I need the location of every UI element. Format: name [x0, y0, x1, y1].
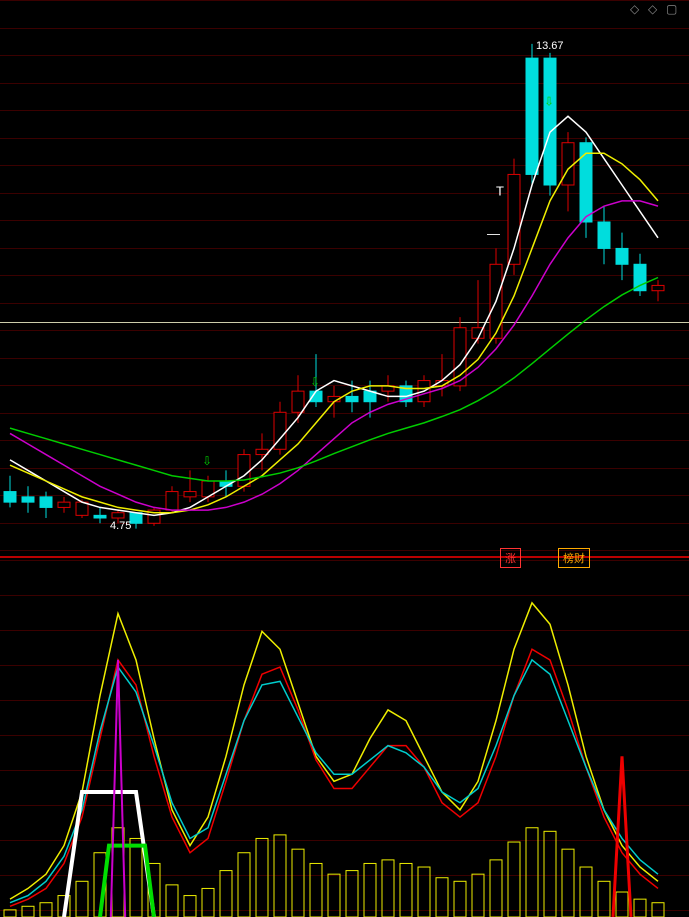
- indicator-bar: [40, 903, 52, 917]
- indicator-bar: [418, 867, 430, 917]
- indicator-bar: [436, 878, 448, 917]
- price-low-label: 4.75: [110, 520, 131, 532]
- indicator-bar: [238, 853, 250, 917]
- candle[interactable]: [40, 497, 52, 508]
- indicator-bar: [472, 874, 484, 917]
- indicator-bar: [274, 835, 286, 917]
- indicator-bar: [562, 849, 574, 917]
- indicator-bar: [202, 888, 214, 917]
- candle[interactable]: [166, 492, 178, 511]
- price-svg: ⇩ ⇩ ⇩ T —: [0, 0, 689, 555]
- indicator-bar: [4, 910, 16, 917]
- toolbar-icon-0[interactable]: ◇: [630, 2, 639, 16]
- indicator-bar: [364, 863, 376, 917]
- indicator-panel[interactable]: [0, 560, 689, 917]
- candle[interactable]: [238, 455, 250, 487]
- badge-0[interactable]: 涨: [500, 548, 521, 568]
- indicator-bar: [454, 881, 466, 917]
- candle[interactable]: [634, 264, 646, 290]
- candle[interactable]: [598, 222, 610, 248]
- candle[interactable]: [94, 515, 106, 518]
- marker-t: T: [496, 184, 504, 199]
- indicator-bar: [292, 849, 304, 917]
- candle[interactable]: [22, 497, 34, 502]
- signal-arrow-down: ⇩: [544, 95, 554, 109]
- candle[interactable]: [580, 143, 592, 222]
- price-high-label: 13.67: [536, 40, 564, 52]
- indicator-bar: [76, 881, 88, 917]
- badge-1[interactable]: 榜财: [558, 548, 590, 568]
- marker-dash: —: [487, 226, 500, 241]
- signal-arrow-down: ⇩: [202, 454, 212, 468]
- indicator-bar: [382, 860, 394, 917]
- indicator-bar: [310, 863, 322, 917]
- candle[interactable]: [112, 513, 124, 518]
- indicator-svg: [0, 560, 689, 917]
- candle[interactable]: [346, 396, 358, 401]
- candle[interactable]: [616, 248, 628, 264]
- indicator-bar: [634, 899, 646, 917]
- candle[interactable]: [544, 58, 556, 185]
- indicator-bar: [616, 892, 628, 917]
- indicator-bar: [580, 867, 592, 917]
- indicator-bar: [598, 881, 610, 917]
- indicator-bar: [490, 860, 502, 917]
- indicator-bar: [508, 842, 520, 917]
- candle[interactable]: [526, 58, 538, 174]
- price-panel[interactable]: ⇩ ⇩ ⇩ T — 13.67 4.75: [0, 0, 689, 555]
- candle[interactable]: [562, 143, 574, 185]
- indicator-bar: [328, 874, 340, 917]
- indicator-bar: [130, 838, 142, 917]
- candle[interactable]: [184, 492, 196, 497]
- indicator-bar: [256, 838, 268, 917]
- indicator-bar: [346, 871, 358, 917]
- candle[interactable]: [4, 492, 16, 503]
- indicator-bar: [166, 885, 178, 917]
- indicator-bar: [652, 903, 664, 917]
- candle[interactable]: [652, 285, 664, 290]
- candle[interactable]: [130, 513, 142, 524]
- toolbar-icon-2[interactable]: ▢: [666, 2, 677, 16]
- indicator-bar: [400, 863, 412, 917]
- indicator-bar: [526, 828, 538, 917]
- candle[interactable]: [292, 391, 304, 412]
- indicator-bar: [184, 896, 196, 917]
- indicator-bar: [544, 831, 556, 917]
- candle[interactable]: [508, 174, 520, 264]
- indicator-bar: [220, 871, 232, 917]
- signal-arrow-down: ⇩: [310, 375, 320, 389]
- toolbar-icon-1[interactable]: ◇: [648, 2, 657, 16]
- candle[interactable]: [58, 502, 70, 507]
- indicator-bar: [22, 906, 34, 917]
- chart-container: ⇩ ⇩ ⇩ T — 13.67 4.75 涨 榜财 ◇ ◇ ▢: [0, 0, 689, 917]
